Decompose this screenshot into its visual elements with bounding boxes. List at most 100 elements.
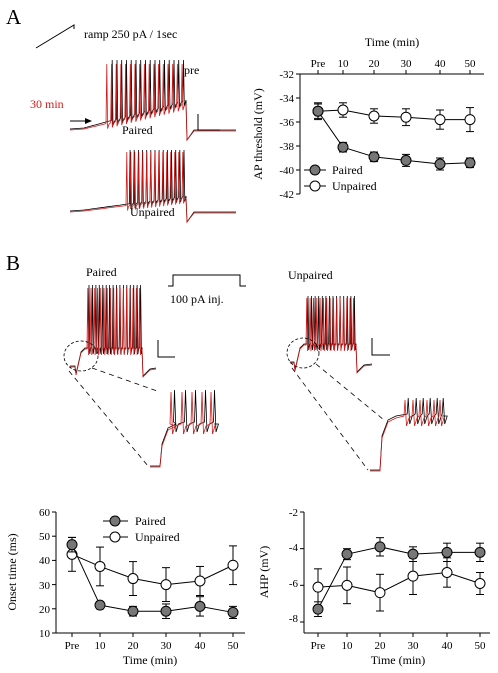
label-paired-ramp: Paired xyxy=(122,123,153,137)
x-tick-label: 20 xyxy=(369,58,381,70)
label-paired-step: Paired xyxy=(86,265,117,279)
data-point-paired xyxy=(194,600,206,612)
data-point-paired xyxy=(374,541,386,553)
unpaired-zoom-trace-pre xyxy=(370,397,448,471)
ramp-label: ramp 250 pA / 1sec xyxy=(84,27,177,41)
legend-marker-paired xyxy=(309,164,321,176)
data-point-paired xyxy=(227,606,239,618)
zoom-line xyxy=(91,367,161,393)
unpaired-step-traces xyxy=(290,295,373,374)
y-tick-label: -34 xyxy=(279,93,294,105)
paired-zoom-traces xyxy=(150,389,220,468)
y-tick-label: 30 xyxy=(39,580,51,592)
x-tick-label: 10 xyxy=(342,640,354,652)
unpaired-zoom-trace-30min xyxy=(370,399,445,472)
data-point-unpaired xyxy=(368,110,380,122)
data-point-paired xyxy=(407,548,419,560)
data-point-unpaired xyxy=(400,111,412,123)
y-tick-label: -40 xyxy=(279,165,294,177)
ap-threshold-marks xyxy=(296,70,476,195)
data-point-paired xyxy=(341,548,353,560)
unpaired-zoom-traces xyxy=(370,397,448,472)
unpaired-ramp-traces xyxy=(69,149,236,224)
y-tick-label: -32 xyxy=(279,69,294,81)
label-unpaired-ramp: Unpaired xyxy=(130,205,175,219)
x-tick-label: 40 xyxy=(195,640,207,652)
data-point-unpaired xyxy=(441,567,453,578)
legend-marker-paired xyxy=(109,515,121,527)
panel-a-letter: A xyxy=(6,5,22,29)
data-point-unpaired xyxy=(464,114,476,126)
y-tick-label: -36 xyxy=(279,117,294,129)
ahp-chart: AHP (mV) Time (min) Pre 10 20 30 40 50 -… xyxy=(257,507,490,667)
paired-step-traces xyxy=(70,284,157,378)
data-point-paired xyxy=(160,605,172,617)
x-tick-label: 50 xyxy=(465,58,477,70)
data-point-unpaired xyxy=(127,573,139,585)
y-tick-label: -2 xyxy=(289,507,298,519)
data-point-paired xyxy=(337,141,349,153)
scale-bar-b-right xyxy=(371,338,390,356)
x-axis-label: Time (min) xyxy=(123,653,178,667)
y-tick-label: -38 xyxy=(279,141,294,153)
x-tick-label: 20 xyxy=(375,640,387,652)
y-tick-label: 40 xyxy=(39,555,51,567)
data-point-paired xyxy=(464,157,476,169)
zoom-circle-left xyxy=(63,340,99,372)
step-protocol-icon xyxy=(168,274,246,287)
data-point-paired xyxy=(66,539,78,551)
legend: Paired Unpaired xyxy=(103,514,180,544)
step-label: 100 pA inj. xyxy=(170,292,224,306)
x-tick-label: 40 xyxy=(442,640,454,652)
zoom-line xyxy=(68,370,149,467)
data-point-paired xyxy=(312,603,324,615)
legend-label-unpaired: Unpaired xyxy=(332,179,377,193)
label-unpaired-step: Unpaired xyxy=(288,268,333,282)
data-point-unpaired xyxy=(227,559,239,571)
y-axis-label: Onset time (ms) xyxy=(5,533,19,610)
data-point-paired xyxy=(434,158,446,170)
x-tick-label: 10 xyxy=(95,640,107,652)
unpaired-ramp-trace-30min xyxy=(69,151,236,224)
legend-marker-unpaired xyxy=(309,180,321,192)
data-point-paired xyxy=(400,154,412,166)
x-tick-label: 30 xyxy=(161,640,173,652)
data-point-paired xyxy=(127,605,139,617)
x-tick-label: Pre xyxy=(311,640,326,652)
onset-time-chart: Onset time (ms) Time (min) Pre 10 20 30 … xyxy=(5,507,245,667)
label-30-min: 30 min xyxy=(30,97,64,111)
paired-step-trace-30min xyxy=(70,287,157,378)
series-line-paired xyxy=(71,544,234,613)
label-pre: pre xyxy=(184,63,199,77)
y-axis-label: AHP (mV) xyxy=(257,546,271,599)
data-point-paired xyxy=(368,151,380,163)
paired-ramp-trace-30min xyxy=(69,63,236,142)
zoom-line xyxy=(315,363,385,421)
legend-label-unpaired: Unpaired xyxy=(135,530,180,544)
panel-b-letter: B xyxy=(6,251,20,275)
data-point-unpaired xyxy=(312,581,324,593)
data-point-unpaired xyxy=(374,587,386,599)
paired-zoom-trace-pre xyxy=(150,389,220,467)
zoom-circle-right xyxy=(286,337,320,369)
legend-marker-unpaired xyxy=(109,531,121,543)
y-tick-label: 20 xyxy=(39,604,51,616)
x-tick-label: 20 xyxy=(128,640,140,652)
data-point-unpaired xyxy=(160,579,172,591)
y-tick-label: -42 xyxy=(279,189,294,201)
y-tick-label: -6 xyxy=(289,578,299,590)
y-tick-label: 10 xyxy=(39,628,51,640)
arrow-icon xyxy=(70,118,92,124)
data-point-unpaired xyxy=(434,114,446,126)
data-point-paired xyxy=(94,599,106,611)
x-tick-label: 10 xyxy=(338,58,350,70)
x-axis-title: Time (min) xyxy=(365,35,420,49)
ahp-marks xyxy=(300,511,486,637)
onset-time-marks xyxy=(52,511,239,637)
unpaired-step-trace-30min xyxy=(290,297,373,374)
data-point-unpaired xyxy=(337,104,349,116)
legend-label-paired: Paired xyxy=(332,163,363,177)
zoom-line xyxy=(291,367,369,471)
x-tick-label: 30 xyxy=(401,58,413,70)
data-point-unpaired xyxy=(341,579,353,591)
